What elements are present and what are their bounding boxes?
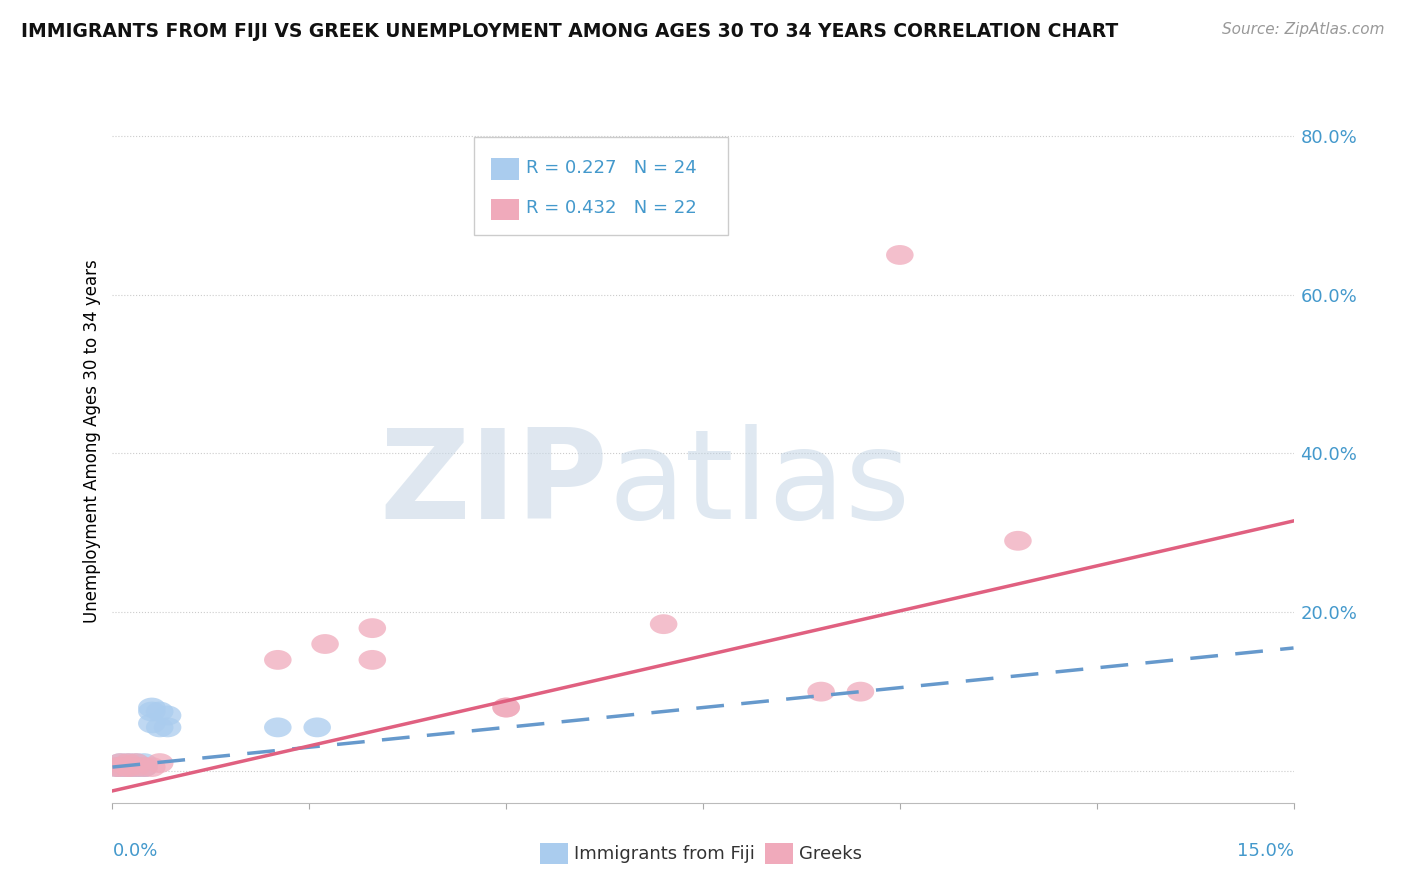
- Ellipse shape: [131, 757, 157, 777]
- Ellipse shape: [114, 757, 142, 777]
- Ellipse shape: [138, 757, 166, 777]
- Text: ZIP: ZIP: [380, 425, 609, 545]
- Ellipse shape: [114, 757, 142, 777]
- Ellipse shape: [111, 757, 138, 777]
- Ellipse shape: [359, 618, 387, 638]
- Text: Source: ZipAtlas.com: Source: ZipAtlas.com: [1222, 22, 1385, 37]
- Ellipse shape: [114, 753, 142, 773]
- Ellipse shape: [492, 698, 520, 717]
- Ellipse shape: [114, 757, 142, 777]
- Ellipse shape: [264, 650, 291, 670]
- Y-axis label: Unemployment Among Ages 30 to 34 years: Unemployment Among Ages 30 to 34 years: [83, 260, 101, 624]
- Text: Greeks: Greeks: [799, 845, 862, 863]
- Ellipse shape: [138, 714, 166, 733]
- Ellipse shape: [107, 753, 134, 773]
- Ellipse shape: [107, 753, 134, 773]
- Text: 15.0%: 15.0%: [1236, 843, 1294, 861]
- Ellipse shape: [122, 757, 150, 777]
- Ellipse shape: [807, 681, 835, 702]
- Ellipse shape: [846, 681, 875, 702]
- Ellipse shape: [138, 702, 166, 722]
- Ellipse shape: [103, 757, 131, 777]
- Ellipse shape: [146, 753, 173, 773]
- Ellipse shape: [138, 698, 166, 717]
- Ellipse shape: [886, 245, 914, 265]
- Ellipse shape: [1004, 531, 1032, 550]
- Ellipse shape: [122, 757, 150, 777]
- Ellipse shape: [650, 615, 678, 634]
- Ellipse shape: [153, 717, 181, 738]
- Ellipse shape: [146, 717, 173, 738]
- Text: R = 0.432   N = 22: R = 0.432 N = 22: [526, 199, 696, 218]
- Text: R = 0.227   N = 24: R = 0.227 N = 24: [526, 159, 696, 178]
- Ellipse shape: [153, 706, 181, 725]
- Text: 0.0%: 0.0%: [112, 843, 157, 861]
- Ellipse shape: [114, 753, 142, 773]
- Ellipse shape: [107, 757, 134, 777]
- Ellipse shape: [122, 757, 150, 777]
- Ellipse shape: [107, 757, 134, 777]
- Ellipse shape: [131, 757, 157, 777]
- Ellipse shape: [131, 753, 157, 773]
- Text: Immigrants from Fiji: Immigrants from Fiji: [574, 845, 755, 863]
- Text: IMMIGRANTS FROM FIJI VS GREEK UNEMPLOYMENT AMONG AGES 30 TO 34 YEARS CORRELATION: IMMIGRANTS FROM FIJI VS GREEK UNEMPLOYME…: [21, 22, 1118, 41]
- Ellipse shape: [103, 757, 131, 777]
- Ellipse shape: [122, 753, 150, 773]
- Text: atlas: atlas: [609, 425, 911, 545]
- Ellipse shape: [131, 757, 157, 777]
- Ellipse shape: [107, 757, 134, 777]
- Ellipse shape: [264, 717, 291, 738]
- Ellipse shape: [114, 757, 142, 777]
- Ellipse shape: [311, 634, 339, 654]
- Ellipse shape: [122, 757, 150, 777]
- Ellipse shape: [146, 702, 173, 722]
- Ellipse shape: [492, 698, 520, 717]
- Ellipse shape: [304, 717, 330, 738]
- Ellipse shape: [122, 753, 150, 773]
- Ellipse shape: [359, 650, 387, 670]
